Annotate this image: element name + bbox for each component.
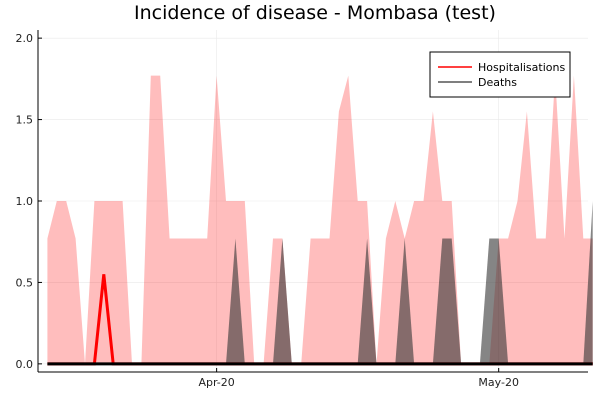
y-tick-label: 1.5 [16,114,34,127]
band-deaths [273,238,292,364]
y-tick-label: 0.0 [16,358,34,371]
legend-label-hospitalisations: Hospitalisations [478,61,565,74]
uncertainty-bands [47,75,593,364]
y-tick-label: 1.0 [16,195,34,208]
band-deaths [357,238,377,364]
band-deaths [395,238,415,364]
band-deaths [226,238,245,364]
y-tick-label: 2.0 [16,32,34,45]
band-deaths [479,238,509,364]
band-deaths [432,238,462,364]
x-tick-label: Apr-20 [198,376,234,389]
legend-box [429,51,571,98]
x-tick-label: May-20 [478,376,519,389]
legend-label-deaths: Deaths [478,76,517,89]
band-hospitalisations [47,75,593,364]
chart-title: Incidence of disease - Mombasa (test) [134,2,496,24]
y-tick-label: 0.5 [16,276,34,289]
axes [37,30,588,373]
tick-labels: 0.0 0.5 1.0 1.5 2.0 Apr-20 May-20 [16,32,519,389]
series-lines [47,274,593,366]
band-deaths [583,201,593,364]
legend: Hospitalisations Deaths [429,51,571,98]
